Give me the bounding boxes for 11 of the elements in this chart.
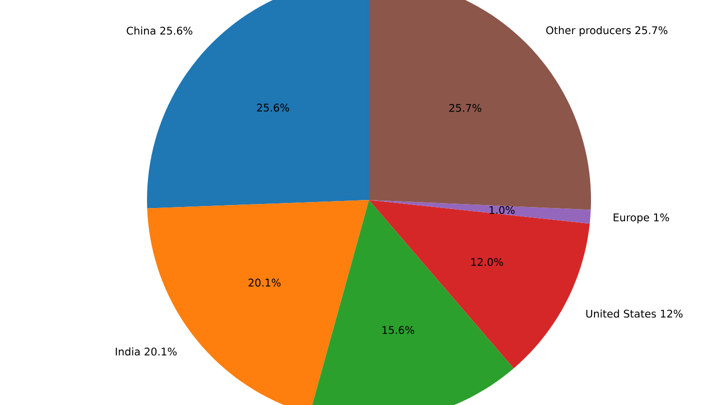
slice-label: India 20.1% (116, 347, 177, 356)
data-label: 15.6% (382, 326, 414, 334)
data-label: 1.0% (490, 206, 515, 214)
slice-label: China 25.6% (126, 26, 192, 35)
data-label: 25.7% (449, 104, 482, 112)
slice-label: Europe 1% (614, 213, 670, 224)
slice-label: United States 12% (586, 310, 683, 318)
data-label: 12.0% (471, 258, 504, 266)
data-label: 20.1% (248, 278, 281, 287)
slice-label: Other producers 25.7% (546, 26, 668, 36)
data-label: 25.6% (257, 104, 290, 112)
